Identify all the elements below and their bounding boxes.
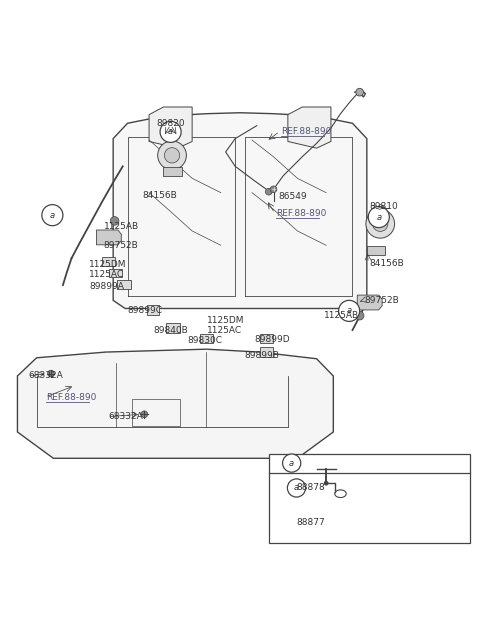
- Circle shape: [372, 216, 388, 231]
- Text: 1125DM: 1125DM: [89, 261, 127, 270]
- Text: 84156B: 84156B: [369, 259, 404, 268]
- Text: 89752B: 89752B: [104, 241, 138, 250]
- Polygon shape: [288, 107, 331, 148]
- Circle shape: [288, 479, 306, 497]
- Circle shape: [270, 186, 277, 193]
- Text: 86549: 86549: [278, 192, 307, 201]
- Text: 1125AC: 1125AC: [89, 270, 124, 279]
- Polygon shape: [113, 112, 367, 309]
- Text: REF.88-890: REF.88-890: [46, 392, 96, 401]
- Polygon shape: [200, 334, 213, 343]
- Text: REF.88-890: REF.88-890: [281, 127, 331, 136]
- Polygon shape: [102, 258, 115, 266]
- Text: a: a: [168, 127, 173, 136]
- Circle shape: [338, 300, 360, 321]
- Circle shape: [160, 121, 181, 142]
- Text: 1125AB: 1125AB: [104, 222, 139, 231]
- Polygon shape: [17, 349, 333, 458]
- Text: 89899C: 89899C: [128, 306, 163, 316]
- Circle shape: [157, 141, 186, 170]
- Polygon shape: [109, 269, 122, 277]
- Text: 89752B: 89752B: [364, 296, 399, 305]
- Polygon shape: [166, 323, 180, 333]
- Bar: [132, 399, 180, 426]
- Text: 89810: 89810: [369, 201, 398, 211]
- Text: a: a: [50, 211, 55, 220]
- Bar: [269, 454, 470, 544]
- Text: 89899B: 89899B: [245, 351, 280, 360]
- Circle shape: [265, 189, 272, 195]
- Text: 89899D: 89899D: [254, 335, 290, 344]
- Circle shape: [324, 481, 328, 486]
- Circle shape: [368, 206, 389, 227]
- Text: 68332A: 68332A: [28, 371, 63, 380]
- Bar: [163, 167, 181, 176]
- Circle shape: [355, 311, 364, 320]
- Text: a: a: [376, 213, 381, 222]
- Text: a: a: [347, 306, 352, 316]
- Text: REF.88-890: REF.88-890: [276, 209, 326, 218]
- Polygon shape: [118, 281, 131, 289]
- Text: 68332A: 68332A: [108, 412, 143, 421]
- Text: 89840B: 89840B: [153, 325, 188, 335]
- Circle shape: [110, 217, 119, 225]
- Text: 89830C: 89830C: [187, 335, 222, 344]
- Bar: [367, 246, 385, 255]
- Polygon shape: [357, 295, 382, 310]
- Polygon shape: [260, 334, 273, 343]
- Polygon shape: [96, 230, 121, 245]
- Polygon shape: [149, 107, 192, 148]
- Text: 1125AB: 1125AB: [324, 311, 359, 320]
- Text: a: a: [289, 459, 294, 468]
- Circle shape: [48, 370, 54, 377]
- Text: 88878: 88878: [297, 484, 325, 493]
- Text: 84156B: 84156B: [142, 190, 177, 199]
- Circle shape: [42, 204, 63, 226]
- Circle shape: [366, 210, 395, 238]
- Text: 89820: 89820: [156, 119, 185, 128]
- Text: 89899A: 89899A: [89, 282, 124, 291]
- Circle shape: [141, 411, 148, 418]
- Text: 1125AC: 1125AC: [206, 326, 241, 335]
- Polygon shape: [147, 305, 159, 315]
- Circle shape: [356, 88, 363, 96]
- Circle shape: [283, 454, 301, 472]
- Text: 88877: 88877: [297, 518, 325, 527]
- Text: 1125DM: 1125DM: [206, 316, 244, 325]
- Circle shape: [164, 148, 180, 163]
- Text: a: a: [294, 484, 299, 493]
- Polygon shape: [260, 347, 273, 357]
